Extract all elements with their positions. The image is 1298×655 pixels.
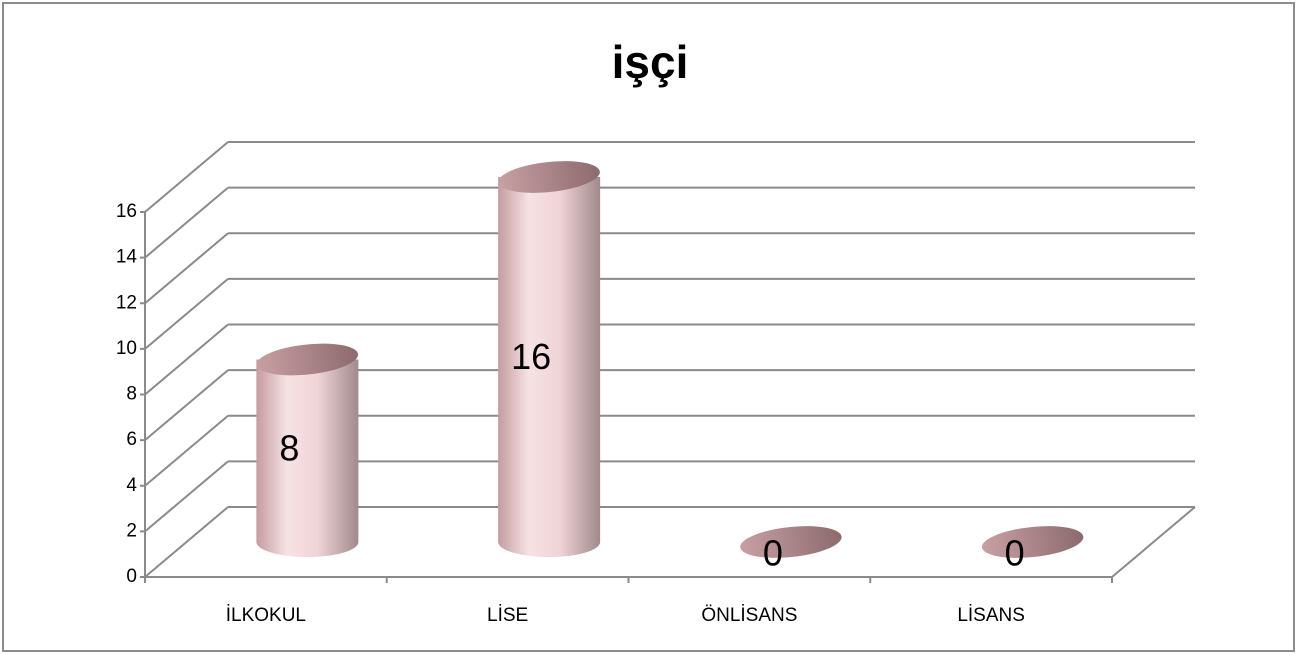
data-label: 16	[511, 336, 551, 377]
data-label: 0	[763, 533, 783, 574]
y-tick-label: 10	[116, 338, 137, 359]
x-tick-label: ÖNLİSANS	[701, 605, 797, 626]
grid-line	[144, 414, 229, 487]
floor-side	[1111, 506, 1196, 578]
chart-title: işçi	[612, 36, 689, 88]
bar	[981, 526, 1084, 558]
bar-top	[498, 161, 600, 193]
bar-body	[498, 177, 601, 557]
x-tick-label: İLKOKUL	[226, 605, 306, 626]
grid-line	[144, 506, 229, 578]
y-tick-label: 4	[126, 475, 137, 496]
data-label: 8	[279, 427, 299, 468]
x-tick-label: LİSE	[487, 605, 528, 626]
data-label: 0	[1005, 533, 1025, 574]
y-tick-label: 2	[126, 520, 137, 541]
bar-body	[256, 359, 359, 557]
y-tick-label: 8	[126, 384, 137, 405]
grid-line	[144, 141, 229, 213]
bar-top	[740, 526, 842, 558]
bar-top	[256, 343, 359, 376]
grid-line	[144, 460, 229, 533]
grid-line	[144, 232, 229, 305]
x-tick-label: LİSANS	[957, 605, 1025, 626]
grid-line	[144, 186, 229, 259]
bar	[740, 526, 842, 558]
y-tick-label: 12	[116, 292, 137, 313]
bar	[256, 343, 359, 557]
grid-line	[144, 369, 229, 441]
grid-line	[144, 278, 229, 350]
bar	[498, 161, 601, 557]
bar-top	[981, 526, 1084, 558]
y-tick-label: 6	[126, 429, 137, 450]
grid-line	[144, 323, 229, 396]
y-tick-label: 16	[116, 201, 137, 222]
y-tick-label: 14	[116, 247, 138, 268]
y-tick-label: 0	[126, 566, 137, 587]
